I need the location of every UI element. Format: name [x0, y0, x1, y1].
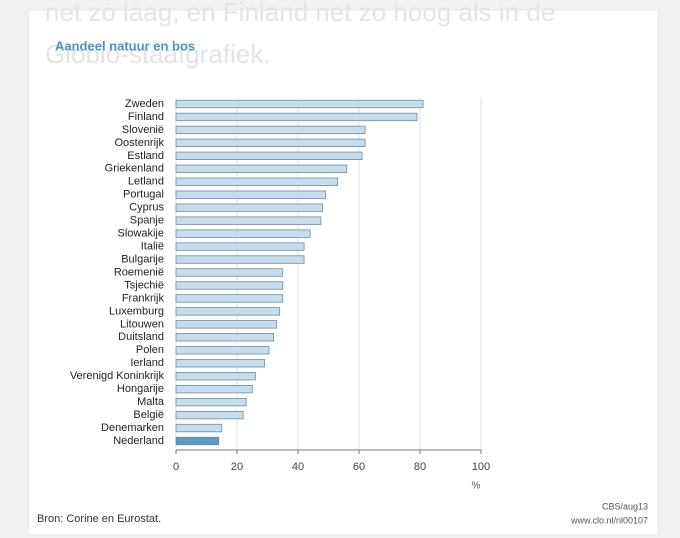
y-tick-label: Verenigd Koninkrijk	[70, 370, 165, 382]
x-tick-label: 100	[472, 461, 490, 473]
x-tick-label: 20	[231, 461, 243, 473]
y-tick-label: Polen	[136, 344, 164, 356]
x-tick-label: 0	[173, 461, 179, 473]
bar	[175, 151, 363, 160]
bar	[175, 112, 418, 122]
bar	[175, 320, 278, 329]
y-tick-label: Hongarije	[117, 383, 164, 395]
y-tick-label: Malta	[137, 396, 165, 408]
y-tick-label: Griekenland	[105, 163, 164, 175]
x-tick-label: 40	[292, 461, 304, 473]
bar	[175, 177, 339, 186]
y-tick-label: Estland	[127, 150, 164, 162]
y-tick-label: Litouwen	[120, 318, 164, 330]
intro-line: Globio-staafgrafiek.	[45, 39, 270, 69]
bar	[175, 372, 256, 381]
y-tick-label: Nederland	[113, 435, 164, 447]
y-tick-label: Cyprus	[129, 202, 164, 214]
x-axis-label: %	[472, 481, 481, 492]
bar	[175, 281, 284, 290]
y-tick-label: Zweden	[125, 98, 164, 110]
y-tick-label: Italië	[141, 240, 164, 252]
bar	[175, 385, 253, 394]
y-tick-label: Letland	[128, 176, 164, 188]
intro-line: net zo laag, en Finland net zo hoog als …	[45, 0, 555, 27]
y-tick-label: België	[133, 409, 164, 421]
bar	[175, 397, 247, 407]
bar	[175, 138, 366, 148]
bar	[175, 229, 311, 238]
x-tick-label: 80	[414, 461, 426, 473]
bar	[175, 346, 270, 355]
bar	[175, 242, 305, 251]
y-tick-label: Spanje	[130, 215, 164, 227]
bar	[175, 125, 366, 135]
bar	[175, 423, 223, 433]
bar	[175, 410, 244, 420]
y-tick-label: Tsjechië	[124, 279, 164, 291]
bar	[175, 359, 265, 368]
chart-title: Aandeel natuur en bos	[55, 38, 195, 53]
y-tick-label: Bulgarije	[121, 253, 164, 265]
y-tick-label: Luxemburg	[109, 305, 164, 317]
bar	[175, 268, 284, 277]
bar	[175, 436, 220, 446]
y-tick-label: Roemenië	[114, 266, 164, 278]
bar	[175, 164, 348, 173]
y-tick-label: Frankrijk	[122, 292, 165, 304]
y-tick-label: Slowakije	[118, 228, 164, 240]
y-tick-label: Duitsland	[118, 331, 164, 343]
url: www.clo.nl/nl00107	[570, 515, 648, 525]
y-tick-label: Ierland	[130, 357, 164, 369]
y-tick-label: Slovenië	[122, 124, 164, 136]
y-tick-label: Portugal	[123, 189, 164, 201]
bar	[175, 294, 284, 303]
bar	[175, 333, 274, 342]
bar	[175, 190, 326, 199]
bar	[175, 307, 281, 316]
y-tick-label: Oostenrijk	[114, 137, 164, 149]
bar	[175, 99, 424, 109]
card	[27, 9, 659, 536]
bar	[175, 203, 323, 212]
y-tick-label: Finland	[128, 111, 164, 123]
credit: CBS/aug13	[602, 501, 648, 511]
x-tick-label: 60	[353, 461, 365, 473]
bar	[175, 216, 322, 225]
y-tick-label: Denemarken	[101, 422, 164, 434]
bar	[175, 255, 305, 264]
source: Bron: Corine en Eurostat.	[37, 513, 161, 525]
